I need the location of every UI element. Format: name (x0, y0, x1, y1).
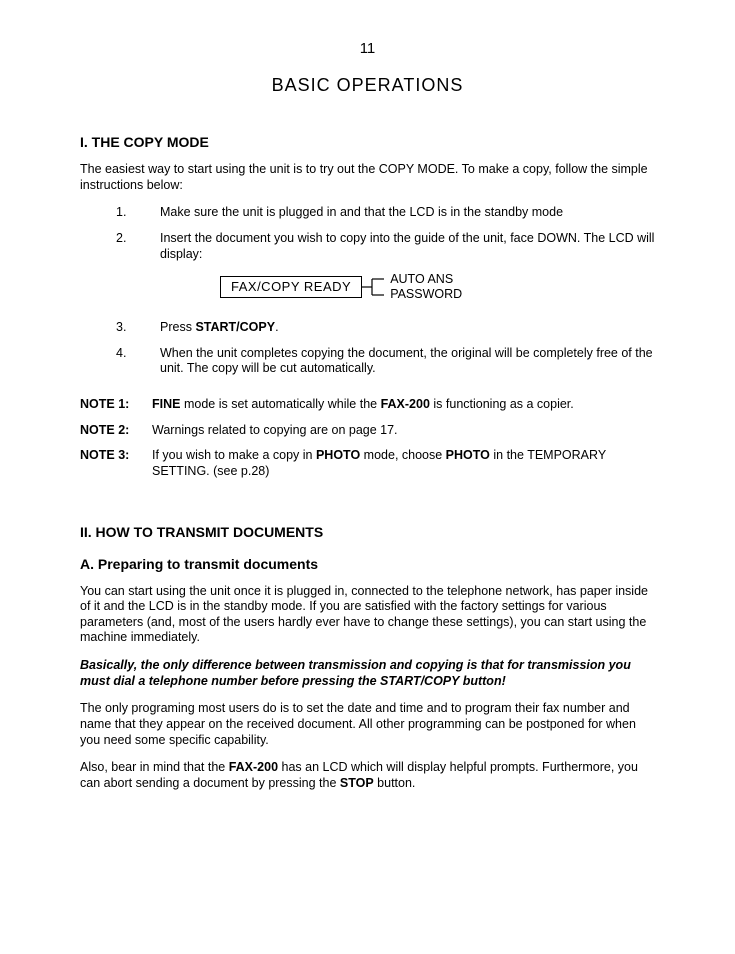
step-3-text-bold: START/COPY (195, 320, 275, 334)
note-3b: PHOTO (316, 448, 360, 462)
note-label: NOTE 3: (80, 448, 152, 479)
note-2: NOTE 2: Warnings related to copying are … (80, 423, 655, 439)
note-body: Warnings related to copying are on page … (152, 423, 655, 439)
document-page: 11 BASIC OPERATIONS I. THE COPY MODE The… (0, 0, 735, 843)
page-number: 11 (80, 40, 655, 57)
note-label: NOTE 2: (80, 423, 152, 439)
note-body: If you wish to make a copy in PHOTO mode… (152, 448, 655, 479)
lcd-bracket-icon (362, 270, 386, 304)
note-3d: PHOTO (446, 448, 490, 462)
step-3: 3. Press START/COPY. (116, 320, 655, 336)
step-list: 1. Make sure the unit is plugged in and … (80, 205, 655, 377)
section-2-subheading: A. Preparing to transmit documents (80, 556, 655, 572)
step-number: 2. (116, 231, 160, 310)
section-2-p1: You can start using the unit once it is … (80, 584, 655, 647)
section-1-intro: The easiest way to start using the unit … (80, 162, 655, 193)
p4a: Also, bear in mind that the (80, 760, 229, 774)
step-2: 2. Insert the document you wish to copy … (116, 231, 655, 310)
section-2-p3: The only programing most users do is to … (80, 701, 655, 748)
step-number: 1. (116, 205, 160, 221)
step-3-text-a: Press (160, 320, 195, 334)
p4e: button. (374, 776, 416, 790)
note-1a: FINE (152, 397, 180, 411)
step-number: 4. (116, 346, 160, 377)
section-1-heading: I. THE COPY MODE (80, 134, 655, 150)
note-3a: If you wish to make a copy in (152, 448, 316, 462)
note-1d: is functioning as a copier. (430, 397, 574, 411)
section-2-p2-emphasis: Basically, the only difference between t… (80, 658, 655, 689)
note-label: NOTE 1: (80, 397, 152, 413)
lcd-box: FAX/COPY READY (220, 276, 362, 298)
step-2-text: Insert the document you wish to copy int… (160, 231, 654, 261)
step-3-text-c: . (275, 320, 278, 334)
step-number: 3. (116, 320, 160, 336)
lcd-label-2: PASSWORD (390, 287, 462, 303)
page-title: BASIC OPERATIONS (80, 75, 655, 96)
lcd-display-diagram: FAX/COPY READY AUTO ANS PASSWORD (160, 270, 655, 304)
section-2-p4: Also, bear in mind that the FAX-200 has … (80, 760, 655, 791)
lcd-label-1: AUTO ANS (390, 272, 462, 288)
step-4: 4. When the unit completes copying the d… (116, 346, 655, 377)
step-1: 1. Make sure the unit is plugged in and … (116, 205, 655, 221)
step-text: When the unit completes copying the docu… (160, 346, 655, 377)
notes-block: NOTE 1: FINE mode is set automatically w… (80, 397, 655, 480)
note-1c: FAX-200 (381, 397, 430, 411)
note-3c: mode, choose (360, 448, 445, 462)
p4d: STOP (340, 776, 374, 790)
step-text: Press START/COPY. (160, 320, 655, 336)
lcd-labels: AUTO ANS PASSWORD (386, 272, 462, 303)
section-2-heading: II. HOW TO TRANSMIT DOCUMENTS (80, 524, 655, 540)
note-3: NOTE 3: If you wish to make a copy in PH… (80, 448, 655, 479)
note-1: NOTE 1: FINE mode is set automatically w… (80, 397, 655, 413)
step-text: Insert the document you wish to copy int… (160, 231, 655, 310)
p4b: FAX-200 (229, 760, 278, 774)
note-1b: mode is set automatically while the (180, 397, 380, 411)
note-body: FINE mode is set automatically while the… (152, 397, 655, 413)
step-text: Make sure the unit is plugged in and tha… (160, 205, 655, 221)
